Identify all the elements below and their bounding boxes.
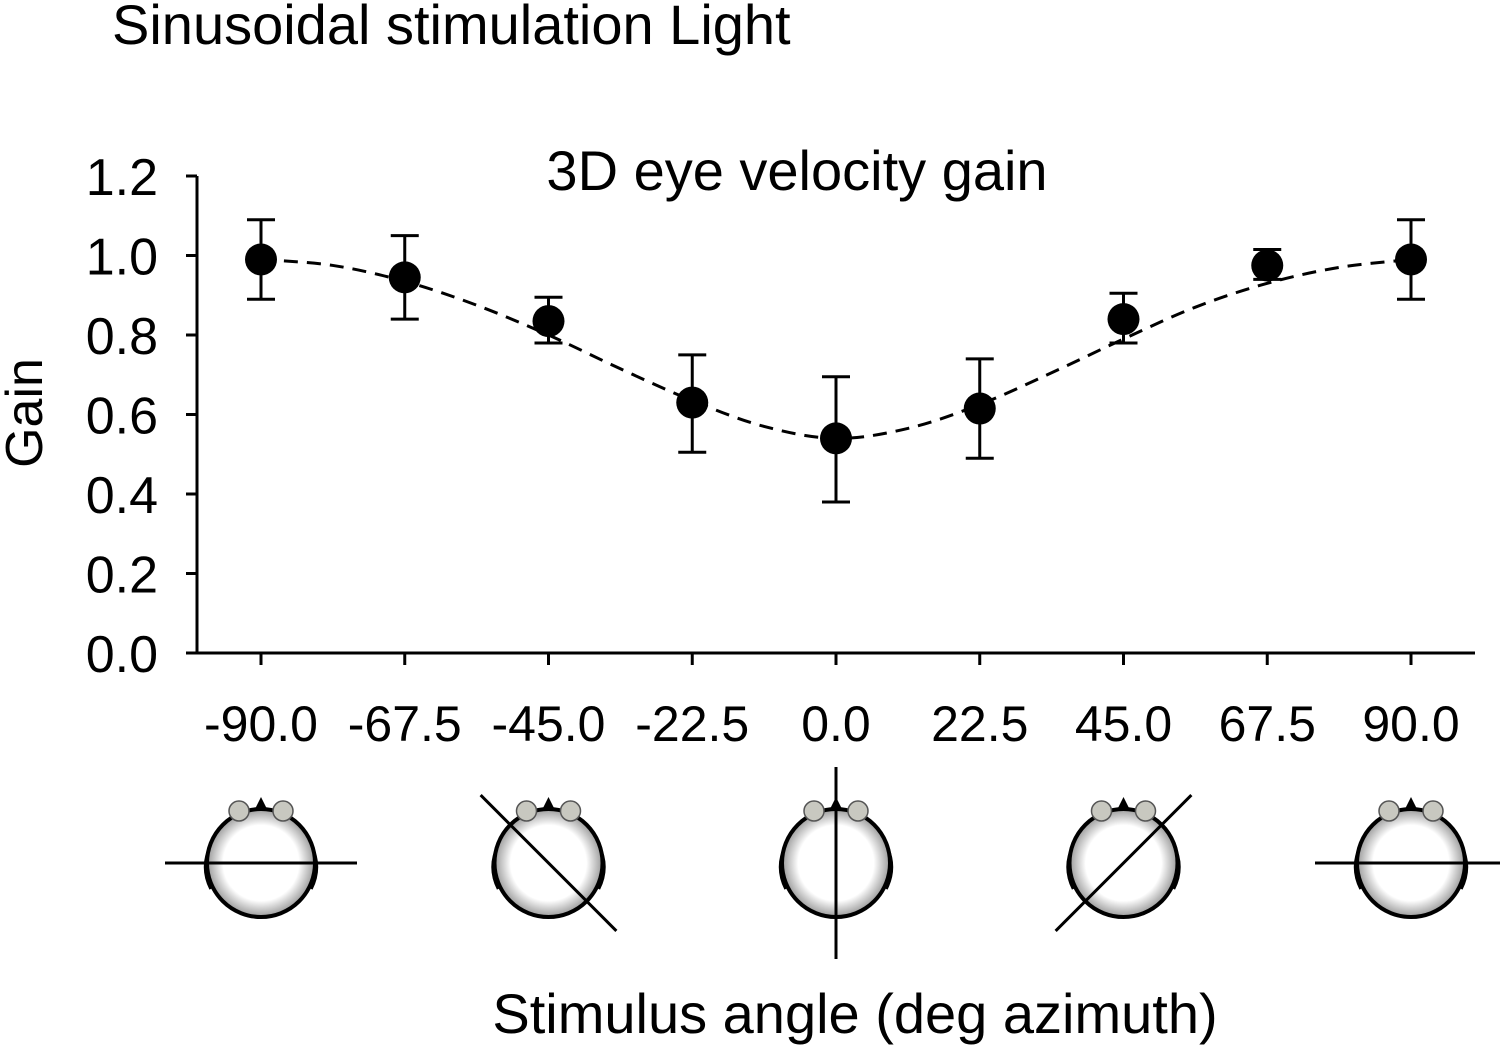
nose <box>1404 797 1418 811</box>
data-point <box>1107 303 1140 336</box>
head-icon <box>1315 797 1500 919</box>
data-point-group <box>676 353 709 454</box>
left-eye <box>228 800 250 822</box>
head-icon <box>479 794 618 932</box>
left-eye <box>803 800 825 822</box>
right-eye <box>1134 800 1157 822</box>
y-tick-label: 0.6 <box>86 388 158 446</box>
head-icon <box>778 767 894 959</box>
nose <box>1116 797 1131 811</box>
right-eye <box>847 800 869 822</box>
x-tick-label: -45.0 <box>492 696 606 752</box>
left-eye <box>1378 800 1400 822</box>
chart-title: 3D eye velocity gain <box>546 139 1047 202</box>
right-eye <box>272 800 294 822</box>
x-axis-label: Stimulus angle (deg azimuth) <box>492 982 1217 1045</box>
head-icon <box>1054 794 1193 932</box>
y-tick-label: 0.8 <box>86 308 158 366</box>
nose <box>254 797 268 811</box>
data-point-group <box>1395 218 1427 301</box>
data-point <box>963 392 996 425</box>
data-point <box>1395 243 1427 276</box>
stimulus-axis-line <box>479 794 618 932</box>
data-point <box>676 386 709 419</box>
data-point <box>532 305 565 338</box>
nose <box>541 797 556 811</box>
y-tick-label: 0.0 <box>86 626 158 684</box>
y-tick-label: 1.2 <box>86 149 158 207</box>
left-eye <box>515 800 538 822</box>
left-eye <box>1090 800 1113 822</box>
x-tick-label: -90.0 <box>204 696 318 752</box>
data-point <box>1251 249 1284 282</box>
x-tick-label: 67.5 <box>1219 696 1316 752</box>
x-tick-label: 90.0 <box>1362 696 1459 752</box>
data-point-group <box>245 218 277 301</box>
y-tick-label: 0.2 <box>86 547 158 605</box>
data-point-group <box>820 375 852 504</box>
y-tick-label: 1.0 <box>86 229 158 287</box>
right-eye <box>1422 800 1444 822</box>
y-tick-label: 0.4 <box>86 467 158 525</box>
data-point-group <box>388 234 421 321</box>
x-tick-label: 0.0 <box>801 696 871 752</box>
data-point <box>820 422 852 455</box>
x-tick-label: 45.0 <box>1075 696 1172 752</box>
right-eye <box>559 800 582 822</box>
data-point-group <box>963 357 996 460</box>
data-point <box>245 243 277 276</box>
x-tick-label: -67.5 <box>348 696 462 752</box>
data-point-group <box>1107 291 1140 345</box>
x-tick-label: 22.5 <box>931 696 1028 752</box>
head-icon <box>165 797 357 919</box>
figure-heading: Sinusoidal stimulation Light <box>112 0 791 56</box>
data-point <box>388 261 421 294</box>
data-point-group <box>1251 248 1284 282</box>
y-axis-label: Gain <box>0 358 54 468</box>
x-tick-label: -22.5 <box>635 696 749 752</box>
stimulus-axis-line <box>1054 794 1193 932</box>
data-point-group <box>532 295 565 345</box>
